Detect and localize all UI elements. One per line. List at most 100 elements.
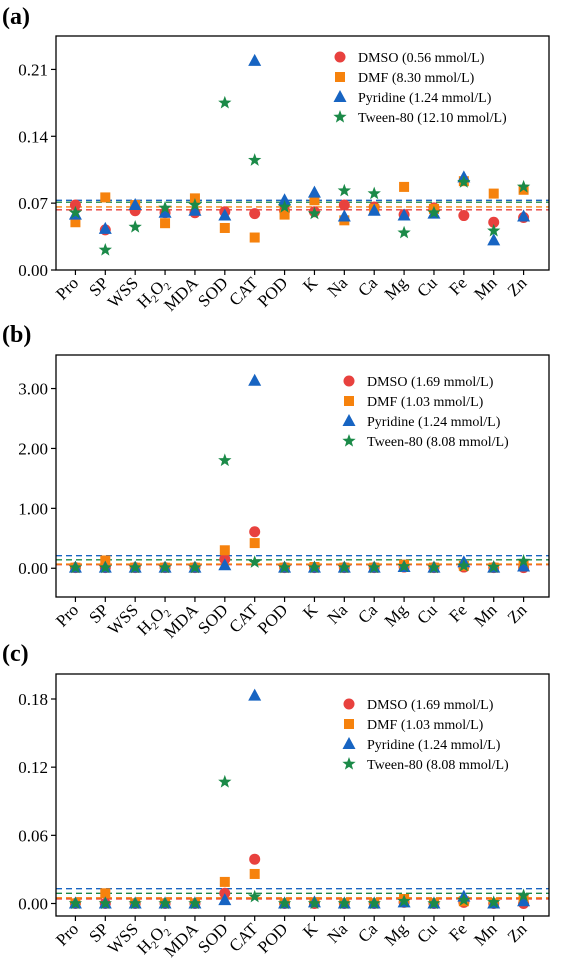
data-point bbox=[218, 893, 232, 906]
x-tick-label: WSS bbox=[104, 600, 142, 638]
data-point bbox=[69, 199, 81, 211]
data-point bbox=[248, 889, 262, 903]
data-point bbox=[367, 560, 381, 574]
data-point bbox=[457, 175, 471, 188]
data-point bbox=[68, 560, 83, 574]
x-tick-label: Fe bbox=[445, 919, 470, 944]
data-point bbox=[397, 559, 411, 573]
data-point bbox=[516, 179, 531, 193]
x-tick-label: SOD bbox=[194, 919, 231, 956]
data-point bbox=[128, 198, 142, 211]
data-point bbox=[367, 203, 381, 216]
legend-marker bbox=[335, 72, 345, 82]
legend-label: DMF (1.03 mmol/L) bbox=[367, 395, 484, 410]
data-point bbox=[277, 560, 292, 574]
data-point bbox=[219, 876, 230, 887]
data-point bbox=[100, 192, 111, 203]
data-point bbox=[427, 560, 441, 574]
x-tick-label: Na bbox=[324, 919, 352, 947]
data-point bbox=[248, 53, 262, 66]
legend: DMSO (0.56 mmol/L) DMF (8.30 mmol/L) Pyrid… bbox=[333, 51, 507, 126]
x-tick-label: Cu bbox=[413, 273, 441, 301]
y-tick-label: 0.07 bbox=[18, 194, 48, 213]
data-point bbox=[397, 208, 411, 221]
data-point bbox=[307, 560, 322, 574]
x-tick-label: SOD bbox=[194, 273, 231, 310]
data-point bbox=[488, 216, 500, 228]
legend-label: DMSO (0.56 mmol/L) bbox=[358, 51, 485, 66]
data-point bbox=[218, 208, 232, 221]
data-point bbox=[158, 560, 172, 574]
data-point bbox=[337, 183, 351, 197]
data-point bbox=[68, 896, 83, 910]
series-4 bbox=[68, 453, 531, 574]
plot-frame bbox=[55, 673, 550, 917]
data-point bbox=[517, 559, 531, 572]
data-point bbox=[517, 209, 531, 222]
series-4 bbox=[68, 95, 531, 256]
x-tick-label: Pro bbox=[52, 919, 82, 949]
data-point bbox=[278, 193, 292, 206]
x-tick-label: Ca bbox=[354, 600, 381, 627]
data-point bbox=[487, 233, 501, 246]
data-point bbox=[249, 526, 261, 538]
legend-label: Tween-80 (12.10 mmol/L) bbox=[358, 111, 507, 126]
data-point bbox=[279, 209, 290, 220]
y-tick-label: 0.00 bbox=[18, 261, 48, 280]
x-tick-label: Ca bbox=[354, 273, 381, 300]
data-point bbox=[249, 208, 261, 220]
x-tick-label: Na bbox=[324, 600, 352, 628]
x-tick-label: Mn bbox=[470, 273, 500, 303]
x-tick-label: MDA bbox=[160, 600, 202, 642]
legend-marker bbox=[333, 90, 347, 102]
data-point bbox=[337, 209, 351, 222]
data-point bbox=[188, 198, 202, 211]
data-point bbox=[188, 203, 202, 216]
data-point bbox=[219, 222, 230, 233]
x-tick-label: POD bbox=[254, 600, 291, 637]
data-point bbox=[399, 181, 410, 192]
x-tick-label: Pro bbox=[52, 273, 82, 303]
x-tick-label: SOD bbox=[194, 600, 231, 637]
data-point bbox=[337, 560, 351, 574]
y-tick-label: 0.06 bbox=[18, 826, 48, 845]
legend-label: Tween-80 (8.08 mmol/L) bbox=[367, 435, 509, 450]
data-point bbox=[517, 894, 531, 907]
data-point bbox=[427, 205, 441, 219]
legend-marker bbox=[333, 110, 347, 123]
x-tick-label: POD bbox=[254, 919, 291, 956]
data-point bbox=[367, 896, 381, 910]
x-tick-label: Mg bbox=[381, 273, 411, 303]
y-tick-label: 0.21 bbox=[18, 60, 48, 79]
data-point bbox=[487, 560, 501, 573]
data-point bbox=[397, 225, 411, 239]
legend-label: Pyridine (1.24 mmol/L) bbox=[358, 91, 492, 106]
data-point bbox=[219, 545, 230, 556]
data-point bbox=[128, 896, 142, 910]
x-tick-label: K bbox=[299, 919, 322, 942]
x-tick-label: Mn bbox=[470, 919, 500, 949]
legend-marker bbox=[343, 375, 355, 387]
legend: DMSO (1.69 mmol/L) DMF (1.03 mmol/L) Pyrid… bbox=[342, 375, 509, 450]
data-point bbox=[218, 558, 232, 571]
x-tick-label: Cu bbox=[413, 600, 441, 628]
data-point bbox=[427, 896, 441, 910]
legend-marker bbox=[342, 737, 356, 749]
legend-label: Tween-80 (8.08 mmol/L) bbox=[367, 758, 509, 773]
y-tick-label: 3.00 bbox=[18, 380, 48, 399]
x-tick-label: Pro bbox=[52, 600, 82, 630]
data-point bbox=[68, 205, 83, 219]
data-point bbox=[188, 896, 202, 910]
data-point bbox=[249, 232, 260, 243]
x-tick-label: Zn bbox=[504, 600, 531, 627]
x-tick-label: Zn bbox=[504, 273, 531, 300]
data-point bbox=[277, 896, 292, 910]
legend-marker bbox=[342, 414, 356, 426]
x-tick-label: MDA bbox=[160, 273, 202, 315]
legend-marker bbox=[344, 719, 354, 729]
legend-label: DMF (8.30 mmol/L) bbox=[358, 71, 475, 86]
data-point bbox=[458, 210, 470, 222]
data-point bbox=[248, 153, 262, 166]
